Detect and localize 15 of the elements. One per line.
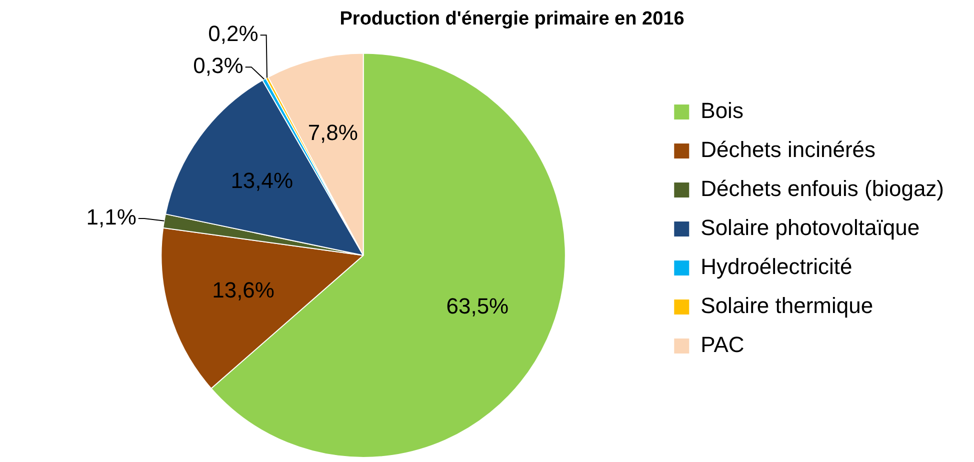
legend-label: Déchets enfouis (biogaz): [700, 176, 944, 202]
legend-label: Solaire thermique: [700, 293, 874, 318]
data-label: 0,2%: [208, 21, 258, 46]
legend-label: Hydroélectricité: [700, 254, 852, 280]
data-label: 13,6%: [212, 277, 274, 302]
legend-label: PAC: [700, 332, 744, 358]
data-label: 7,8%: [308, 120, 358, 145]
legend-label: Déchets incinérés: [700, 137, 876, 162]
legend-label: Bois: [700, 98, 744, 124]
legend-label: Solaire photovoltaïque: [700, 215, 920, 240]
data-label: 0,3%: [193, 53, 244, 78]
data-label: 1,1%: [86, 204, 136, 230]
chart-title: Production d'énergie primaire en 2016: [340, 8, 684, 30]
data-label: 63,5%: [446, 293, 509, 318]
data-label: 13,4%: [230, 168, 294, 193]
